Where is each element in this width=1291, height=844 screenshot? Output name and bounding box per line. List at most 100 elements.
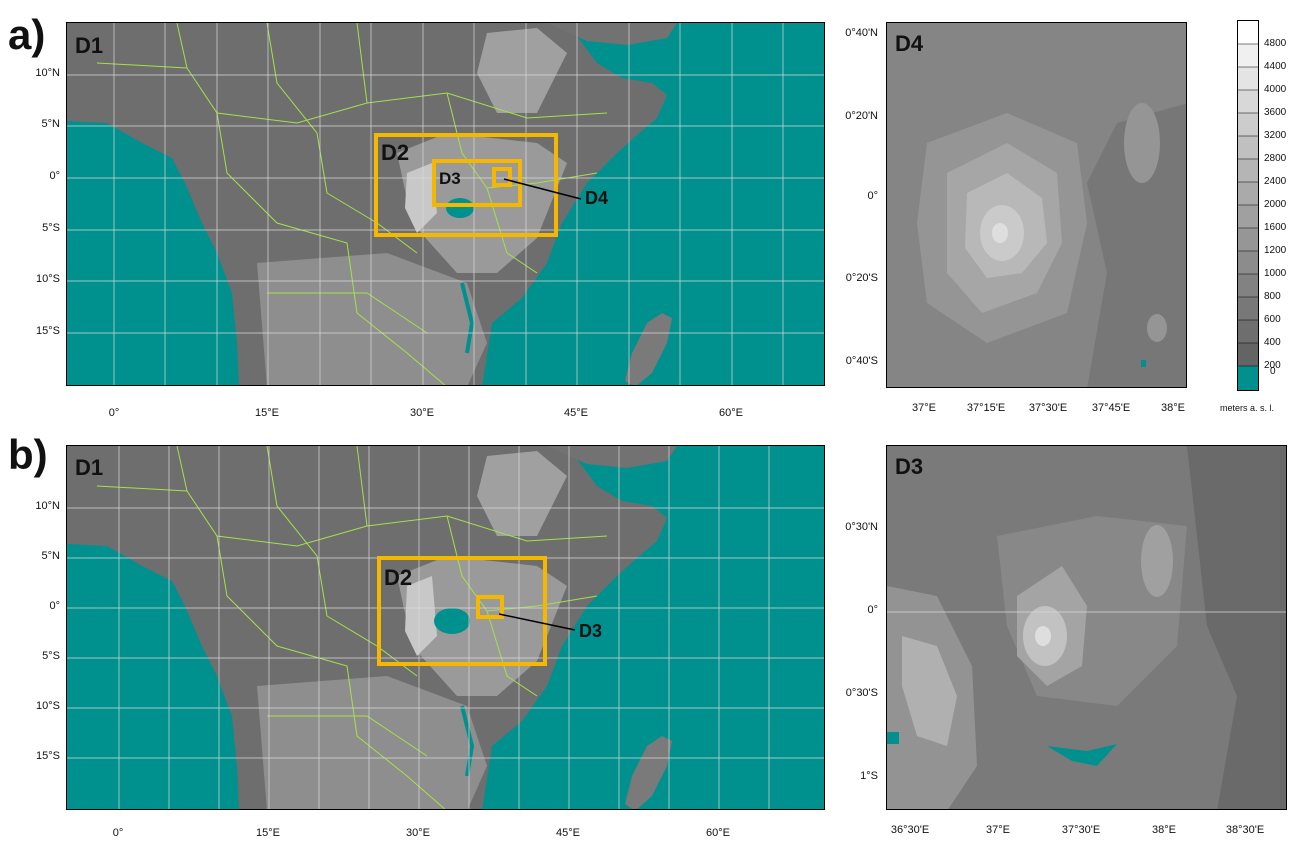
colorbar-swatch <box>1238 228 1258 251</box>
highland-east <box>397 556 567 696</box>
inset-hill <box>1147 314 1167 342</box>
colorbar-unit-label: meters a. s. l. <box>1220 403 1275 413</box>
colorbar-swatch-water <box>1238 366 1258 390</box>
panel-b-inset-lat-tick: 1°S <box>860 770 878 782</box>
colorbar-swatch <box>1238 274 1258 297</box>
colorbar <box>1237 20 1259 391</box>
inset-ridge-east <box>1141 525 1173 597</box>
panel-a-inset-lat-tick: 0°20'N <box>845 110 878 122</box>
panel-b-lon-tick: 0° <box>112 827 124 839</box>
panel-a-inset-lon-tick: 37°15'E <box>966 402 1006 414</box>
panel-b-lon-tick: 15°E <box>256 827 280 839</box>
colorbar-level: 1200 <box>1264 245 1287 256</box>
panel-a-d1-label: D1 <box>75 33 104 58</box>
lake-malawi <box>460 282 475 354</box>
panel-b-map: D1 D2 D3 <box>66 445 825 810</box>
colorbar-level: 1000 <box>1264 268 1287 279</box>
panel-a-inset-map: D4 <box>886 22 1187 388</box>
panel-b-d1-label: D1 <box>75 455 104 480</box>
panel-a-inset-label: D4 <box>895 31 924 56</box>
highland-south <box>257 253 487 385</box>
d4-callout-line <box>503 178 582 200</box>
highland-ethiopia <box>477 451 567 536</box>
panel-b-inset-lon-tick: 38°30'E <box>1225 824 1265 836</box>
highland-ethiopia <box>477 28 567 113</box>
colorbar-swatch <box>1238 67 1258 90</box>
colorbar-level: 3200 <box>1264 130 1287 141</box>
panel-b-lat-tick: 10°S <box>36 700 60 712</box>
colorbar-swatch <box>1238 159 1258 182</box>
d2-box <box>377 556 547 666</box>
madagascar-land <box>625 313 672 385</box>
panel-a-inset-svg <box>887 23 1186 387</box>
arabia-land <box>547 23 677 45</box>
d3-callout-line <box>498 613 576 631</box>
panel-a-lat-tick: 10°S <box>36 273 60 285</box>
panel-b-inset-lat-tick: 0°30'N <box>845 521 878 533</box>
panel-a-inset-lat-tick: 0° <box>867 190 878 202</box>
panel-b-lon-tick: 60°E <box>706 827 730 839</box>
madagascar-land <box>625 736 672 809</box>
colorbar-swatch <box>1238 343 1258 366</box>
panel-a-lon-tick: 30°E <box>410 407 434 419</box>
panel-b-inset-lon-tick: 36°30'E <box>890 824 930 836</box>
colorbar-swatch <box>1238 21 1258 44</box>
inset-summit <box>1035 626 1051 646</box>
panel-b-lon-tick: 45°E <box>556 827 580 839</box>
panel-b-inset-lat-tick: 0° <box>867 604 878 616</box>
panel-a-lon-tick: 60°E <box>719 407 743 419</box>
country-borders <box>96 446 608 809</box>
colorbar-level: 4400 <box>1264 61 1287 72</box>
panel-b-d3-callout: D3 <box>579 621 603 641</box>
colorbar-level: 600 <box>1264 314 1281 325</box>
colorbar-level: 200 <box>1264 360 1281 371</box>
panel-b-lat-tick: 5°S <box>42 650 60 662</box>
panel-a-d2-label: D2 <box>381 140 410 165</box>
panel-b-lat-tick: 0° <box>49 600 60 612</box>
panel-b-lat-tick: 5°N <box>41 550 60 562</box>
d2-box <box>374 133 558 237</box>
panel-b-inset-label: D3 <box>895 454 924 479</box>
panel-b-inset-lon-tick: 38°E <box>1152 824 1176 836</box>
panel-b-inset-map: D3 <box>886 445 1287 810</box>
colorbar-level: 0 <box>1270 366 1276 377</box>
panel-a-inset-lon-tick: 37°E <box>912 402 936 414</box>
inset-lake <box>1047 744 1117 766</box>
highland-peaks <box>405 576 437 656</box>
colorbar-level: 800 <box>1264 291 1281 302</box>
colorbar-level: 4800 <box>1264 38 1287 49</box>
inset-water-edge <box>887 732 899 744</box>
panel-b-lon-tick: 30°E <box>406 827 430 839</box>
colorbar-swatch <box>1238 113 1258 136</box>
panel-a-d3-label: D3 <box>439 169 461 188</box>
panel-a-letter: a) <box>8 11 46 58</box>
panel-a-inset-lat-tick: 0°40'S <box>845 355 878 367</box>
lake-victoria <box>434 608 470 634</box>
colorbar-swatch <box>1238 182 1258 205</box>
panel-a-lat-tick: 15°S <box>36 325 60 337</box>
panel-a-map-svg <box>67 23 824 385</box>
inset-ridge <box>1124 103 1160 183</box>
panel-a-d4-callout: D4 <box>585 188 609 208</box>
panel-b-lat-tick: 10°N <box>35 500 60 512</box>
colorbar-separators <box>1238 43 1258 367</box>
colorbar-level: 3600 <box>1264 107 1287 118</box>
panel-a-lon-tick: 15°E <box>255 407 279 419</box>
arabia-land <box>547 446 677 468</box>
colorbar-swatch <box>1238 251 1258 274</box>
panel-a-lat-tick: 5°S <box>42 222 60 234</box>
colorbar-swatch <box>1238 44 1258 67</box>
colorbar-swatch <box>1238 320 1258 343</box>
colorbar-level: 2000 <box>1264 199 1287 210</box>
panel-b-inset-lon-tick: 37°30'E <box>1061 824 1101 836</box>
panel-b-d2-label: D2 <box>384 565 413 590</box>
colorbar-swatch <box>1238 136 1258 159</box>
colorbar-level: 1600 <box>1264 222 1287 233</box>
panel-a-inset-lat-tick: 0°20'S <box>845 272 878 284</box>
colorbar-swatch <box>1238 205 1258 228</box>
panel-b-inset-lat-tick: 0°30'S <box>845 687 878 699</box>
panel-b-inset-lon-tick: 37°E <box>986 824 1010 836</box>
panel-a-lon-tick: 0° <box>108 407 120 419</box>
colorbar-level: 2400 <box>1264 176 1287 187</box>
highland-peaks <box>405 163 437 233</box>
